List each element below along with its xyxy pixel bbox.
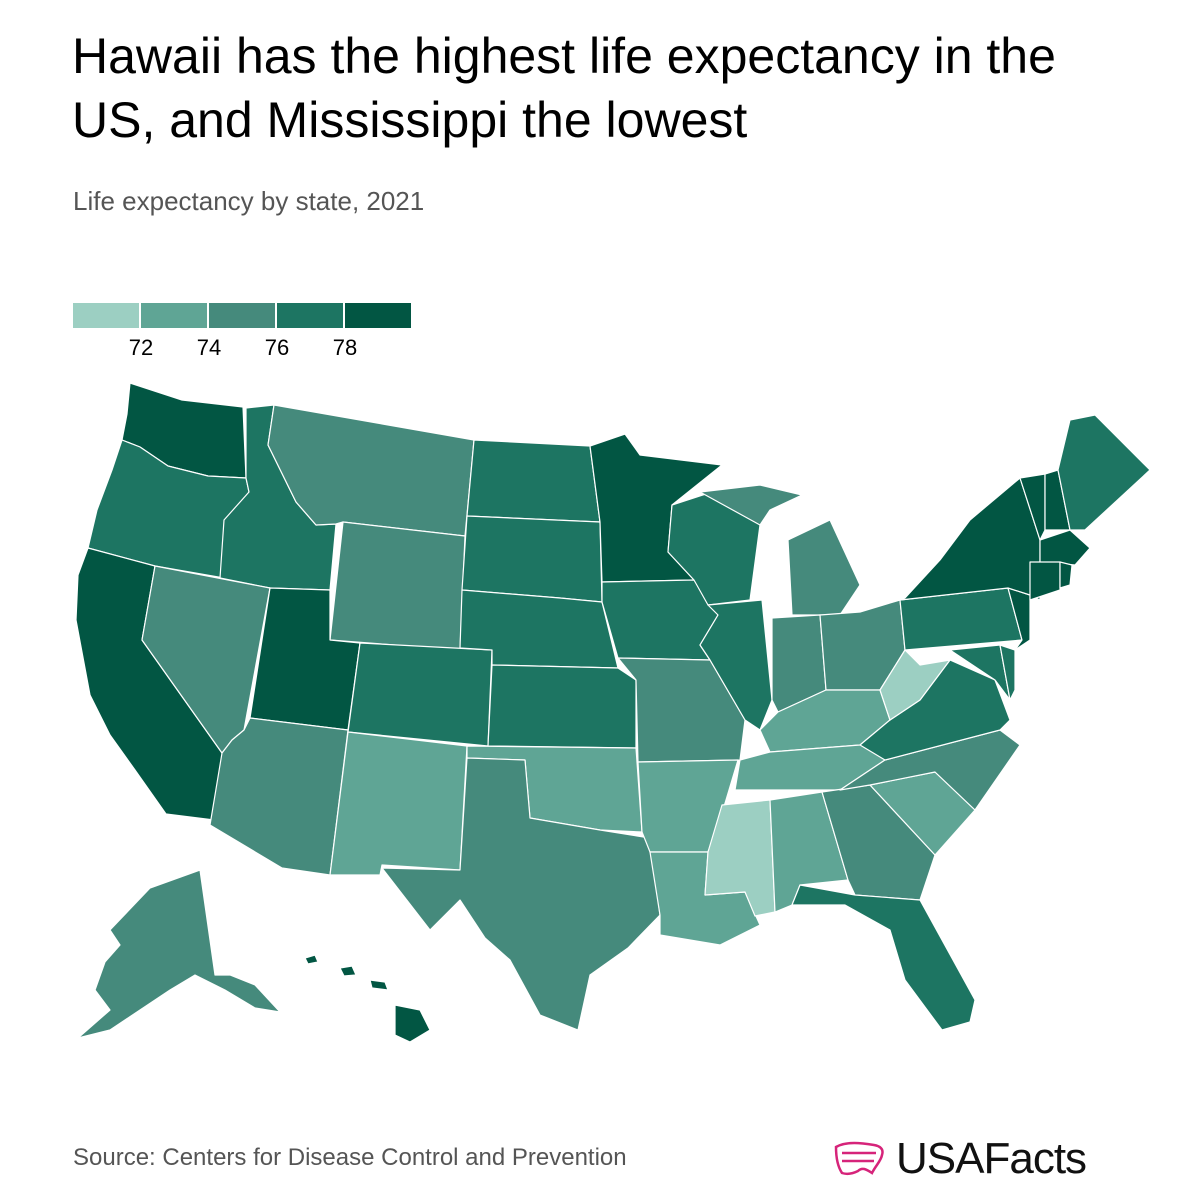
legend-swatch bbox=[141, 303, 209, 328]
source-note: Source: Centers for Disease Control and … bbox=[73, 1144, 627, 1171]
brand-logo: USAFacts bbox=[832, 1134, 1087, 1184]
state-hi bbox=[304, 954, 431, 1043]
state-co bbox=[347, 642, 493, 747]
usafacts-logo-icon bbox=[834, 1141, 884, 1176]
state-az bbox=[209, 717, 349, 876]
legend-tick-label: 76 bbox=[264, 335, 290, 360]
legend-swatch bbox=[277, 303, 345, 328]
legend-swatch bbox=[73, 303, 141, 328]
legend-bar bbox=[73, 303, 411, 328]
state-nd bbox=[466, 439, 601, 523]
legend-tick-label: 72 bbox=[128, 335, 154, 360]
legend-ticks: 72 74 76 78 bbox=[73, 328, 411, 360]
state-ks bbox=[487, 664, 637, 749]
state-me bbox=[1057, 414, 1151, 531]
state-nc bbox=[839, 729, 1021, 811]
state-ak bbox=[77, 869, 281, 1039]
state-ct bbox=[1029, 561, 1061, 601]
legend-swatch bbox=[209, 303, 277, 328]
legend-tick-label: 78 bbox=[332, 335, 358, 360]
chart-subtitle: Life expectancy by state, 2021 bbox=[73, 186, 425, 216]
state-il bbox=[699, 599, 773, 731]
state-de bbox=[999, 644, 1016, 701]
chart-title: Hawaii has the highest life expectancy i… bbox=[72, 28, 1056, 148]
state-fl bbox=[791, 884, 976, 1031]
state-ri bbox=[1059, 561, 1073, 589]
legend-swatch bbox=[345, 303, 411, 328]
state-mi bbox=[699, 484, 861, 616]
state-ny bbox=[899, 477, 1041, 601]
legend-tick-label: 74 bbox=[196, 335, 222, 360]
state-sd bbox=[461, 515, 603, 603]
state-tx bbox=[381, 757, 661, 1031]
state-wy bbox=[329, 521, 466, 651]
state-nm bbox=[329, 731, 468, 876]
state-ma bbox=[1039, 529, 1091, 566]
color-legend: 72 74 76 78 bbox=[73, 303, 411, 360]
brand-name: USAFacts bbox=[896, 1134, 1087, 1183]
